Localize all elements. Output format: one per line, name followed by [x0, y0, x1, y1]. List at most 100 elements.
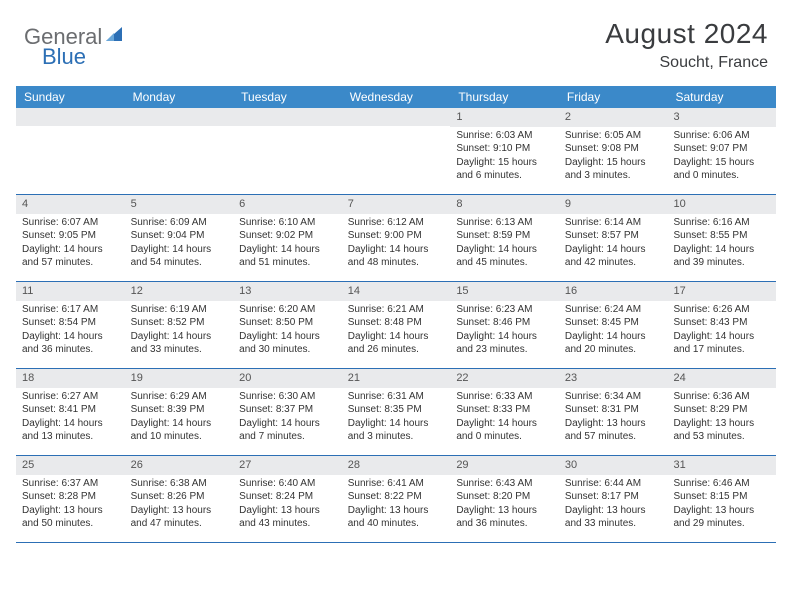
day-body: Sunrise: 6:29 AMSunset: 8:39 PMDaylight:…: [125, 388, 234, 448]
daylight-text: Daylight: 14 hours and 3 minutes.: [348, 417, 445, 444]
day-body: Sunrise: 6:10 AMSunset: 9:02 PMDaylight:…: [233, 214, 342, 274]
day-header-mon: Monday: [125, 86, 234, 108]
sunset-text: Sunset: 8:24 PM: [239, 490, 336, 504]
day-number: 1: [450, 108, 559, 127]
sunset-text: Sunset: 9:00 PM: [348, 229, 445, 243]
daylight-text: Daylight: 14 hours and 42 minutes.: [565, 243, 662, 270]
empty-day: [233, 108, 342, 126]
sunset-text: Sunset: 9:04 PM: [131, 229, 228, 243]
daylight-text: Daylight: 14 hours and 36 minutes.: [22, 330, 119, 357]
day-body: Sunrise: 6:31 AMSunset: 8:35 PMDaylight:…: [342, 388, 451, 448]
day-number: 10: [667, 195, 776, 214]
day-cell: 29Sunrise: 6:43 AMSunset: 8:20 PMDayligh…: [450, 456, 559, 542]
empty-day: [342, 108, 451, 126]
day-cell: 16Sunrise: 6:24 AMSunset: 8:45 PMDayligh…: [559, 282, 668, 368]
day-body: Sunrise: 6:06 AMSunset: 9:07 PMDaylight:…: [667, 127, 776, 187]
day-number: 22: [450, 369, 559, 388]
day-number: 16: [559, 282, 668, 301]
sunset-text: Sunset: 8:43 PM: [673, 316, 770, 330]
daylight-text: Daylight: 14 hours and 10 minutes.: [131, 417, 228, 444]
day-body: Sunrise: 6:19 AMSunset: 8:52 PMDaylight:…: [125, 301, 234, 361]
day-body: Sunrise: 6:43 AMSunset: 8:20 PMDaylight:…: [450, 475, 559, 535]
day-number: 14: [342, 282, 451, 301]
day-cell: 15Sunrise: 6:23 AMSunset: 8:46 PMDayligh…: [450, 282, 559, 368]
daylight-text: Daylight: 13 hours and 36 minutes.: [456, 504, 553, 531]
sunset-text: Sunset: 8:57 PM: [565, 229, 662, 243]
sunset-text: Sunset: 8:46 PM: [456, 316, 553, 330]
day-headers-row: Sunday Monday Tuesday Wednesday Thursday…: [16, 86, 776, 108]
sunset-text: Sunset: 8:17 PM: [565, 490, 662, 504]
day-cell: 19Sunrise: 6:29 AMSunset: 8:39 PMDayligh…: [125, 369, 234, 455]
day-body: Sunrise: 6:46 AMSunset: 8:15 PMDaylight:…: [667, 475, 776, 535]
sunrise-text: Sunrise: 6:34 AM: [565, 390, 662, 404]
day-cell: 24Sunrise: 6:36 AMSunset: 8:29 PMDayligh…: [667, 369, 776, 455]
day-cell: 17Sunrise: 6:26 AMSunset: 8:43 PMDayligh…: [667, 282, 776, 368]
day-cell: 26Sunrise: 6:38 AMSunset: 8:26 PMDayligh…: [125, 456, 234, 542]
day-cell: 4Sunrise: 6:07 AMSunset: 9:05 PMDaylight…: [16, 195, 125, 281]
week-row: 4Sunrise: 6:07 AMSunset: 9:05 PMDaylight…: [16, 195, 776, 282]
day-number: 7: [342, 195, 451, 214]
day-cell: [16, 108, 125, 194]
sunset-text: Sunset: 8:50 PM: [239, 316, 336, 330]
sunrise-text: Sunrise: 6:37 AM: [22, 477, 119, 491]
day-number: 20: [233, 369, 342, 388]
day-body: Sunrise: 6:21 AMSunset: 8:48 PMDaylight:…: [342, 301, 451, 361]
day-body: Sunrise: 6:24 AMSunset: 8:45 PMDaylight:…: [559, 301, 668, 361]
daylight-text: Daylight: 14 hours and 17 minutes.: [673, 330, 770, 357]
daylight-text: Daylight: 13 hours and 43 minutes.: [239, 504, 336, 531]
day-body: Sunrise: 6:13 AMSunset: 8:59 PMDaylight:…: [450, 214, 559, 274]
day-number: 5: [125, 195, 234, 214]
sunset-text: Sunset: 9:07 PM: [673, 142, 770, 156]
daylight-text: Daylight: 15 hours and 0 minutes.: [673, 156, 770, 183]
day-number: 9: [559, 195, 668, 214]
day-body: Sunrise: 6:12 AMSunset: 9:00 PMDaylight:…: [342, 214, 451, 274]
daylight-text: Daylight: 14 hours and 45 minutes.: [456, 243, 553, 270]
week-row: 25Sunrise: 6:37 AMSunset: 8:28 PMDayligh…: [16, 456, 776, 543]
daylight-text: Daylight: 14 hours and 57 minutes.: [22, 243, 119, 270]
daylight-text: Daylight: 13 hours and 33 minutes.: [565, 504, 662, 531]
day-number: 3: [667, 108, 776, 127]
day-body: Sunrise: 6:26 AMSunset: 8:43 PMDaylight:…: [667, 301, 776, 361]
day-body: Sunrise: 6:41 AMSunset: 8:22 PMDaylight:…: [342, 475, 451, 535]
week-row: 1Sunrise: 6:03 AMSunset: 9:10 PMDaylight…: [16, 108, 776, 195]
sunrise-text: Sunrise: 6:38 AM: [131, 477, 228, 491]
location-label: Soucht, France: [605, 54, 768, 72]
daylight-text: Daylight: 14 hours and 26 minutes.: [348, 330, 445, 357]
daylight-text: Daylight: 13 hours and 57 minutes.: [565, 417, 662, 444]
day-number: 28: [342, 456, 451, 475]
day-number: 24: [667, 369, 776, 388]
daylight-text: Daylight: 14 hours and 54 minutes.: [131, 243, 228, 270]
brand-sail-icon: [104, 25, 124, 50]
sunrise-text: Sunrise: 6:30 AM: [239, 390, 336, 404]
sunrise-text: Sunrise: 6:21 AM: [348, 303, 445, 317]
day-number: 2: [559, 108, 668, 127]
day-number: 17: [667, 282, 776, 301]
sunset-text: Sunset: 8:22 PM: [348, 490, 445, 504]
day-header-tue: Tuesday: [233, 86, 342, 108]
sunset-text: Sunset: 9:10 PM: [456, 142, 553, 156]
sunset-text: Sunset: 8:55 PM: [673, 229, 770, 243]
daylight-text: Daylight: 13 hours and 50 minutes.: [22, 504, 119, 531]
sunrise-text: Sunrise: 6:43 AM: [456, 477, 553, 491]
sunrise-text: Sunrise: 6:09 AM: [131, 216, 228, 230]
day-body: Sunrise: 6:40 AMSunset: 8:24 PMDaylight:…: [233, 475, 342, 535]
sunrise-text: Sunrise: 6:16 AM: [673, 216, 770, 230]
day-body: Sunrise: 6:30 AMSunset: 8:37 PMDaylight:…: [233, 388, 342, 448]
sunrise-text: Sunrise: 6:27 AM: [22, 390, 119, 404]
day-number: 19: [125, 369, 234, 388]
day-cell: 18Sunrise: 6:27 AMSunset: 8:41 PMDayligh…: [16, 369, 125, 455]
day-body: Sunrise: 6:03 AMSunset: 9:10 PMDaylight:…: [450, 127, 559, 187]
daylight-text: Daylight: 14 hours and 20 minutes.: [565, 330, 662, 357]
day-body: Sunrise: 6:05 AMSunset: 9:08 PMDaylight:…: [559, 127, 668, 187]
title-block: August 2024 Soucht, France: [605, 18, 768, 72]
day-cell: [125, 108, 234, 194]
day-number: 26: [125, 456, 234, 475]
day-cell: 8Sunrise: 6:13 AMSunset: 8:59 PMDaylight…: [450, 195, 559, 281]
day-body: Sunrise: 6:16 AMSunset: 8:55 PMDaylight:…: [667, 214, 776, 274]
day-cell: 14Sunrise: 6:21 AMSunset: 8:48 PMDayligh…: [342, 282, 451, 368]
day-body: Sunrise: 6:44 AMSunset: 8:17 PMDaylight:…: [559, 475, 668, 535]
sunset-text: Sunset: 9:02 PM: [239, 229, 336, 243]
day-number: 25: [16, 456, 125, 475]
day-number: 27: [233, 456, 342, 475]
daylight-text: Daylight: 14 hours and 33 minutes.: [131, 330, 228, 357]
